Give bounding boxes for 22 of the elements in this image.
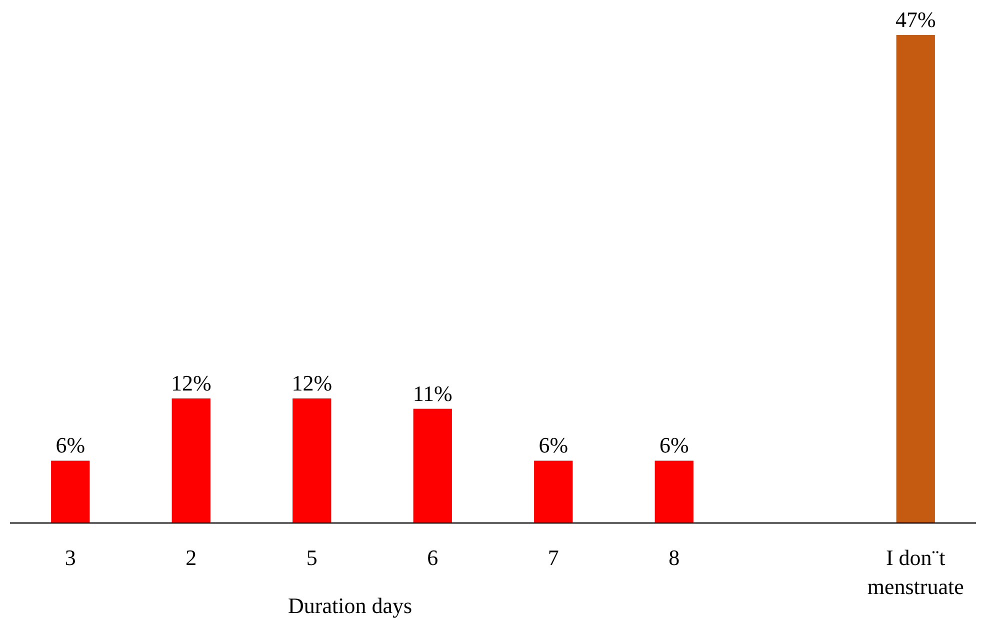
data-label: 6% <box>56 432 86 458</box>
data-label: 12% <box>170 370 212 396</box>
data-label: 12% <box>292 370 332 396</box>
bar <box>654 460 694 523</box>
x-tick-label: 6 <box>427 545 438 570</box>
bar <box>534 460 573 523</box>
data-label: 6% <box>538 432 568 458</box>
bar <box>292 398 332 523</box>
bar <box>51 460 90 523</box>
x-tick-label: 2 <box>186 545 197 570</box>
x-axis-title: Duration days <box>288 593 412 618</box>
x-tick-label: 8 <box>668 545 680 570</box>
x-tick-label: 5 <box>306 545 318 570</box>
data-label: 47% <box>895 7 936 32</box>
bar <box>172 398 210 523</box>
bar <box>896 35 935 523</box>
bar <box>413 408 452 523</box>
x-tick-label: 3 <box>64 545 76 570</box>
data-label: 11% <box>412 380 452 406</box>
x-tick-label: I don¨t menstruate <box>867 545 964 599</box>
data-label: 6% <box>659 432 689 458</box>
x-tick-label: 7 <box>548 545 559 570</box>
